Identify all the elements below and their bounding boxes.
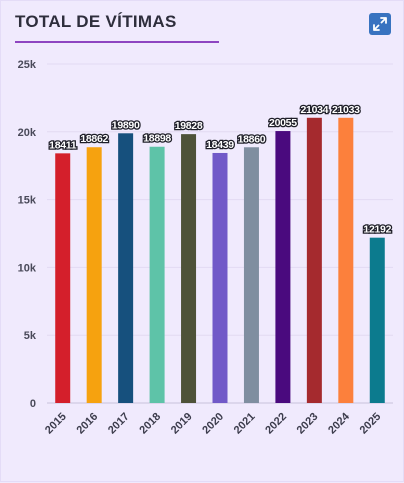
data-label: 21033	[332, 104, 360, 116]
x-tick-label: 2019	[169, 411, 195, 437]
data-label: 18439	[206, 139, 234, 151]
x-tick-label: 2017	[106, 411, 132, 437]
bar	[118, 133, 134, 403]
x-tick-label: 2015	[43, 411, 69, 437]
title-underline	[15, 41, 219, 43]
data-label: 18411	[49, 139, 77, 151]
bar	[86, 147, 102, 403]
bar	[306, 117, 322, 403]
bar	[243, 147, 259, 403]
x-tick-label: 2024	[326, 410, 352, 436]
data-label: 18860	[238, 133, 266, 145]
data-label: 20055	[269, 117, 297, 129]
y-tick-label: 0	[30, 398, 36, 410]
y-tick-label: 25k	[18, 59, 37, 71]
x-tick-label: 2023	[295, 411, 321, 437]
y-tick-label: 20k	[18, 127, 37, 139]
x-tick-label: 2025	[358, 411, 384, 437]
data-label: 12192	[363, 224, 391, 236]
y-tick-label: 5k	[24, 330, 37, 342]
x-tick-label: 2021	[232, 411, 258, 437]
bar	[369, 237, 385, 403]
bar	[212, 152, 228, 403]
bar	[55, 153, 71, 403]
bar	[275, 131, 291, 403]
expand-arrows-icon	[373, 17, 387, 31]
data-label: 19828	[175, 120, 203, 132]
data-label: 21034	[301, 104, 329, 116]
data-label: 19890	[112, 119, 140, 131]
data-label: 18862	[80, 133, 108, 145]
chart-title: TOTAL DE VÍTIMAS	[15, 12, 177, 31]
y-tick-label: 10k	[18, 262, 37, 274]
y-tick-label: 15k	[18, 195, 37, 207]
data-label: 18898	[143, 133, 171, 145]
expand-button[interactable]	[369, 13, 391, 35]
bar	[338, 117, 354, 404]
x-tick-label: 2022	[263, 411, 289, 437]
x-tick-label: 2018	[137, 411, 163, 437]
bar	[149, 146, 165, 404]
x-tick-label: 2016	[75, 411, 101, 437]
bar	[181, 134, 197, 403]
x-tick-label: 2020	[200, 411, 226, 437]
